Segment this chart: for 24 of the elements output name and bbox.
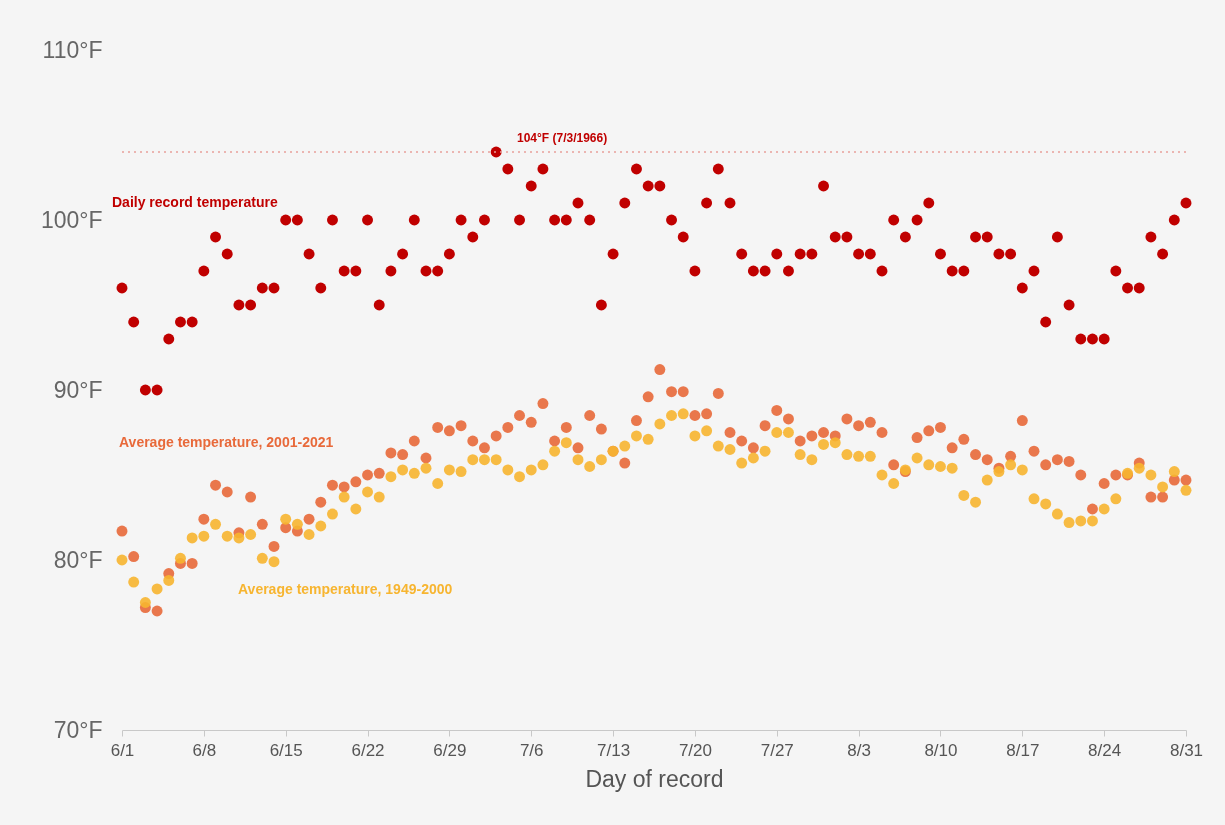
x-axis-title: Day of record (585, 765, 724, 792)
y-tick-label: 70°F (53, 716, 103, 743)
x-tick-label: 6/8 (192, 740, 217, 760)
series-label: Daily record temperature (112, 194, 278, 210)
x-tick-label: 6/15 (269, 740, 303, 760)
x-tick-label: 7/6 (519, 740, 544, 760)
x-tick-label: 8/3 (847, 740, 871, 760)
x-tick-label: 8/31 (1169, 740, 1204, 760)
x-tick-label: 8/17 (1006, 740, 1040, 760)
text: Average temperature, 2001-2021 (119, 434, 334, 450)
x-tick-label: 7/27 (760, 740, 794, 760)
series-label: Average temperature, 1949-2000 (238, 581, 453, 597)
ref-line-label: 104°F (7/3/1966) (517, 131, 608, 145)
y-tick-label: 80°F (53, 546, 103, 573)
y-tick-label: 90°F (53, 376, 103, 403)
x-tick-label: 6/29 (433, 740, 467, 760)
y-tick-label: 110°F (42, 36, 103, 63)
x-tick-label: 7/20 (678, 740, 712, 760)
x-tick-label: 6/22 (351, 740, 385, 760)
x-tick-label: 8/24 (1088, 740, 1122, 760)
x-tick-label: 6/1 (110, 740, 135, 760)
y-tick-label: 100°F (40, 206, 103, 233)
x-tick-label: 8/10 (924, 740, 958, 760)
x-tick-label: 7/13 (597, 740, 631, 760)
